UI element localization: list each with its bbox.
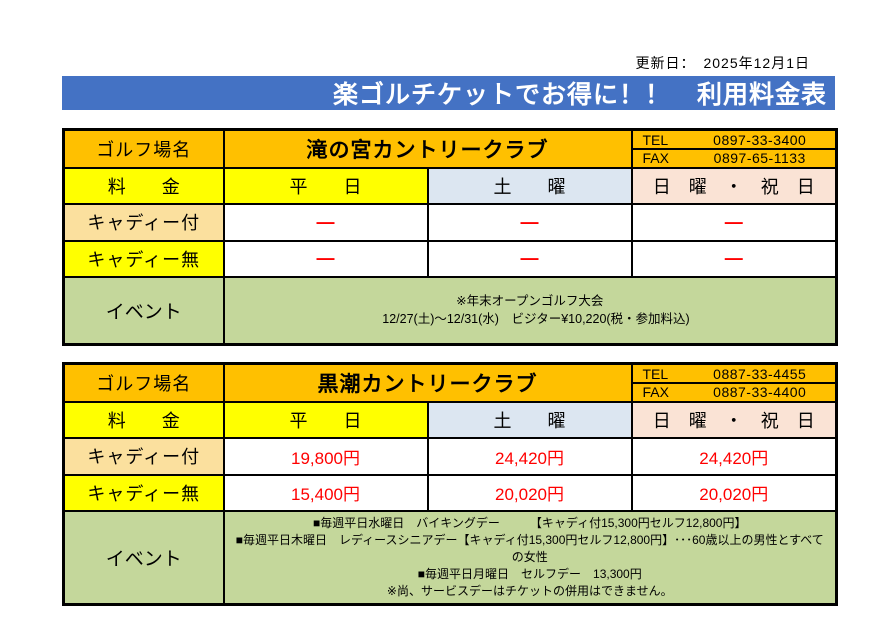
tel-fax-wrap: TEL 0887-33-4455 FAX 0887-33-4400	[633, 365, 835, 400]
event-line: ■毎週平日水曜日 バイキングデー 【キャディ付15,300円セルフ12,800円…	[313, 515, 747, 530]
caddie-without-saturday-price: 20,020円	[426, 473, 633, 512]
caddie-without-weekday-price: ―	[222, 239, 429, 278]
fee-label-cell: 料 金	[62, 400, 225, 439]
course-name-label-cell: ゴルフ場名	[62, 362, 225, 403]
course-name-cell: 黒潮カントリークラブ	[222, 362, 633, 403]
tel-fax-cell: TEL 0897-33-3400 FAX 0897-65-1133	[630, 128, 838, 169]
caddie-without-saturday-price: ―	[426, 239, 633, 278]
event-line: 12/27(土)～12/31(水) ビジター¥10,220(税・参加料込)	[369, 312, 690, 327]
caddie-without-weekday-price: 15,400円	[222, 473, 429, 512]
tel-row: TEL 0897-33-3400	[633, 131, 835, 150]
tel-fax-wrap: TEL 0897-33-3400 FAX 0897-65-1133	[633, 131, 835, 166]
caddie-with-label-cell: キャディー付	[62, 202, 225, 242]
caddie-with-label-cell: キャディー付	[62, 436, 225, 476]
tel-number: 0887-33-4455	[713, 365, 807, 382]
caddie-with-weekday-price: ―	[222, 202, 429, 242]
event-label-cell: イベント	[62, 275, 225, 346]
caddie-without-label-cell: キャディー無	[62, 239, 225, 278]
tel-label: TEL	[642, 131, 669, 148]
sunday-holiday-header-cell: 日 曜 ・ 祝 日	[630, 166, 838, 205]
caddie-with-sunday-price: ―	[630, 202, 838, 242]
tel-label: TEL	[642, 365, 669, 382]
page-title: 楽ゴルチケットでお得に！！ 利用料金表	[332, 81, 827, 109]
caddie-without-sunday-price: ―	[630, 239, 838, 278]
price-table-kuroshio: ゴルフ場名 黒潮カントリークラブ TEL 0887-33-4455 FAX 08…	[62, 362, 838, 606]
fax-label: FAX	[642, 150, 669, 166]
fax-label: FAX	[642, 384, 669, 400]
caddie-with-saturday-price: 24,420円	[426, 436, 633, 476]
fax-row: FAX 0897-65-1133	[634, 150, 835, 166]
title-banner: 楽ゴルチケットでお得に！！ 利用料金表	[62, 76, 835, 110]
price-table-takinomiya: ゴルフ場名 滝の宮カントリークラブ TEL 0897-33-3400 FAX 0…	[62, 128, 838, 346]
caddie-without-label-cell: キャディー無	[62, 473, 225, 512]
saturday-header-cell: 土 曜	[426, 166, 633, 205]
caddie-with-saturday-price: ―	[426, 202, 633, 242]
event-line: ※年末オープンゴルフ大会	[456, 294, 604, 309]
sunday-holiday-header-cell: 日 曜 ・ 祝 日	[630, 400, 838, 439]
event-line: ■毎週平日木曜日 レディースシニアデー【キャディ付15,300円セルフ12,80…	[235, 532, 824, 564]
weekday-header-cell: 平 日	[222, 400, 429, 439]
caddie-without-sunday-price: 20,020円	[630, 473, 838, 512]
event-line: ■毎週平日月曜日 セルフデー 13,300円	[417, 566, 642, 581]
event-content-cell: ※年末オープンゴルフ大会 12/27(土)～12/31(水) ビジター¥10,2…	[222, 275, 838, 346]
caddie-with-weekday-price: 19,800円	[222, 436, 429, 476]
tel-fax-cell: TEL 0887-33-4455 FAX 0887-33-4400	[630, 362, 838, 403]
event-content-cell: ■毎週平日水曜日 バイキングデー 【キャディ付15,300円セルフ12,800円…	[222, 509, 838, 606]
fee-label-cell: 料 金	[62, 166, 225, 205]
fax-number: 0887-33-4400	[713, 384, 807, 400]
event-line: ※尚、サービスデーはチケットの併用はできません。	[386, 583, 673, 598]
course-name-cell: 滝の宮カントリークラブ	[222, 128, 633, 169]
weekday-header-cell: 平 日	[222, 166, 429, 205]
update-date: 更新日： 2025年12月1日	[635, 55, 810, 71]
caddie-with-sunday-price: 24,420円	[630, 436, 838, 476]
tel-row: TEL 0887-33-4455	[633, 365, 835, 384]
tel-number: 0897-33-3400	[713, 131, 807, 148]
event-label-cell: イベント	[62, 509, 225, 606]
fax-number: 0897-65-1133	[713, 150, 806, 166]
fax-row: FAX 0887-33-4400	[634, 384, 835, 400]
course-name-label-cell: ゴルフ場名	[62, 128, 225, 169]
saturday-header-cell: 土 曜	[426, 400, 633, 439]
